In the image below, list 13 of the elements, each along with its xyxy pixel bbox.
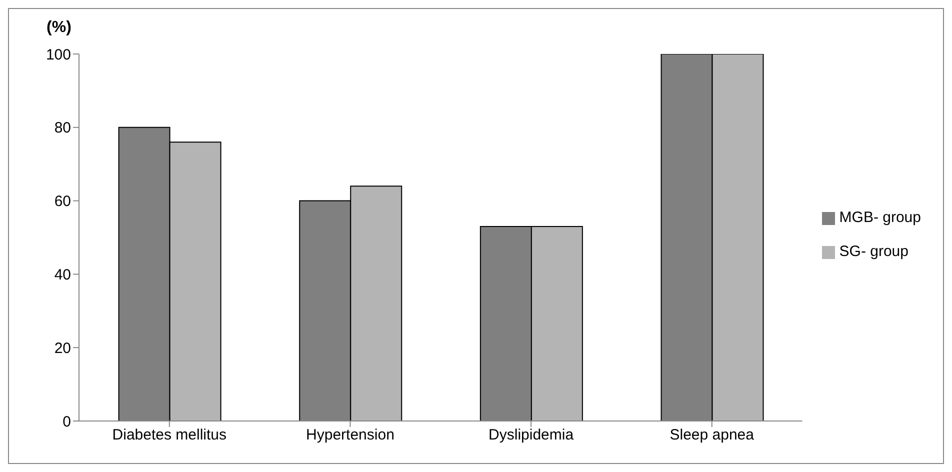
y-tick-label: 80 [54, 120, 71, 137]
y-tick-label: 60 [54, 193, 71, 210]
x-tick-label: Sleep apnea [670, 426, 755, 444]
x-tick-label: Hypertension [306, 426, 394, 444]
y-axis-title: (%) [46, 19, 72, 36]
y-tick-label: 0 [62, 413, 71, 430]
x-tick-label: Dyslipidemia [488, 426, 574, 444]
y-tick-label: 40 [54, 266, 71, 284]
legend-label: MGB- group [839, 209, 921, 226]
x-tick-label: Diabetes mellitus [112, 426, 227, 444]
y-tick-label: 20 [54, 340, 71, 357]
y-tick-label: 100 [46, 46, 71, 64]
legend-label: SG- group [839, 243, 908, 260]
